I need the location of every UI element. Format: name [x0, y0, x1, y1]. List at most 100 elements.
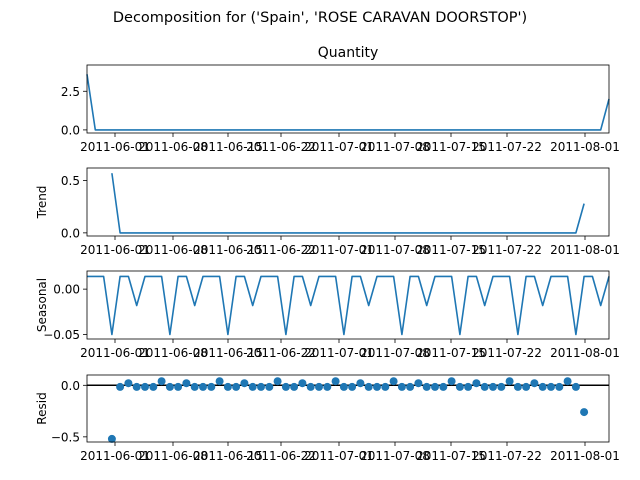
x-tick-label: 2011-07-22 [472, 140, 542, 154]
resid-point [389, 377, 398, 386]
y-tick-label: −0.5 [51, 430, 80, 444]
x-tick-label: 2011-08-01 [550, 449, 620, 463]
x-tick-label: 2011-08-01 [550, 140, 620, 154]
y-axis-label: Trend [35, 186, 49, 220]
x-tick-label: 2011-06-22 [246, 346, 316, 360]
y-tick-label: 0.00 [53, 283, 80, 297]
subplot-4: Resid−0.50.02011-06-012011-06-082011-06-… [35, 374, 620, 463]
resid-point [107, 434, 116, 443]
resid-point [339, 382, 348, 391]
resid-point [571, 382, 580, 391]
resid-point [555, 382, 564, 391]
x-tick-label: 2011-06-15 [193, 346, 263, 360]
resid-point [190, 382, 199, 391]
x-tick-label: 2011-06-08 [138, 140, 208, 154]
resid-point [215, 377, 224, 386]
axes-frame [86, 374, 610, 443]
x-tick-label: 2011-07-15 [416, 449, 486, 463]
x-tick-label: 2011-06-08 [138, 243, 208, 257]
resid-point [124, 379, 133, 388]
resid-point [455, 382, 464, 391]
resid-point [480, 382, 489, 391]
resid-point [232, 382, 241, 391]
subplot-3: Seasonal−0.050.002011-06-012011-06-08201… [35, 270, 620, 360]
x-tick-label: 2011-07-08 [360, 140, 430, 154]
axes-frame [86, 167, 610, 237]
resid-point [199, 382, 207, 391]
resid-point [547, 382, 555, 391]
resid-point [422, 382, 431, 391]
resid-point [414, 379, 423, 388]
resid-point [505, 377, 514, 386]
resid-point [248, 382, 257, 391]
resid-point [290, 382, 299, 391]
resid-point [132, 382, 141, 391]
axes-frame [86, 64, 610, 134]
x-tick-label: 2011-07-08 [360, 449, 430, 463]
x-tick-label: 2011-08-01 [550, 346, 620, 360]
resid-point [298, 379, 307, 388]
x-tick-label: 2011-06-01 [80, 346, 150, 360]
resid-point [240, 379, 249, 388]
series-line [86, 74, 610, 131]
x-tick-label: 2011-08-01 [550, 243, 620, 257]
y-tick-label: 0.0 [61, 123, 80, 137]
resid-point [273, 377, 282, 386]
resid-point [513, 382, 522, 391]
series-line [87, 275, 610, 336]
x-tick-label: 2011-06-08 [138, 346, 208, 360]
resid-point [563, 377, 572, 386]
resid-point [182, 379, 191, 388]
resid-point [331, 377, 340, 386]
y-tick-label: 0.0 [61, 226, 80, 240]
resid-point [431, 382, 439, 391]
resid-point [141, 382, 149, 391]
x-tick-label: 2011-06-15 [193, 140, 263, 154]
resid-point [323, 382, 332, 391]
x-tick-label: 2011-07-08 [360, 346, 430, 360]
resid-point [464, 382, 473, 391]
resid-point [472, 379, 481, 388]
x-tick-label: 2011-06-01 [80, 140, 150, 154]
resid-point [373, 382, 381, 391]
resid-point [348, 382, 357, 391]
resid-point [497, 382, 506, 391]
series-line [111, 173, 585, 234]
resid-point [223, 382, 232, 391]
resid-point [315, 382, 323, 391]
resid-point [381, 382, 390, 391]
resid-point [439, 382, 448, 391]
resid-point [306, 382, 315, 391]
x-tick-label: 2011-07-15 [416, 140, 486, 154]
axes-frame [86, 270, 610, 340]
subplot-title: Quantity [318, 45, 379, 61]
x-tick-label: 2011-06-22 [246, 243, 316, 257]
y-tick-label: 0.5 [61, 174, 80, 188]
resid-point [257, 382, 265, 391]
resid-point [356, 379, 365, 388]
resid-point [580, 408, 589, 417]
y-tick-label: −0.05 [43, 328, 80, 342]
x-tick-label: 2011-07-15 [416, 346, 486, 360]
resid-point [522, 382, 531, 391]
figure-suptitle: Decomposition for ('Spain', 'ROSE CARAVA… [113, 10, 527, 26]
resid-point [265, 382, 274, 391]
x-tick-label: 2011-06-22 [246, 449, 316, 463]
resid-point [406, 382, 415, 391]
x-tick-label: 2011-07-01 [304, 243, 374, 257]
y-axis-label: Resid [35, 392, 49, 424]
resid-point [364, 382, 373, 391]
x-tick-label: 2011-07-22 [472, 449, 542, 463]
x-tick-label: 2011-07-08 [360, 243, 430, 257]
x-tick-label: 2011-07-01 [304, 140, 374, 154]
x-tick-label: 2011-06-22 [246, 140, 316, 154]
resid-point [207, 382, 216, 391]
resid-point [149, 382, 158, 391]
x-tick-label: 2011-07-01 [304, 449, 374, 463]
x-tick-label: 2011-06-15 [193, 243, 263, 257]
resid-point [116, 382, 125, 391]
y-axis-label: Seasonal [35, 278, 49, 332]
resid-point [397, 382, 406, 391]
x-tick-label: 2011-07-15 [416, 243, 486, 257]
x-tick-label: 2011-06-01 [80, 449, 150, 463]
